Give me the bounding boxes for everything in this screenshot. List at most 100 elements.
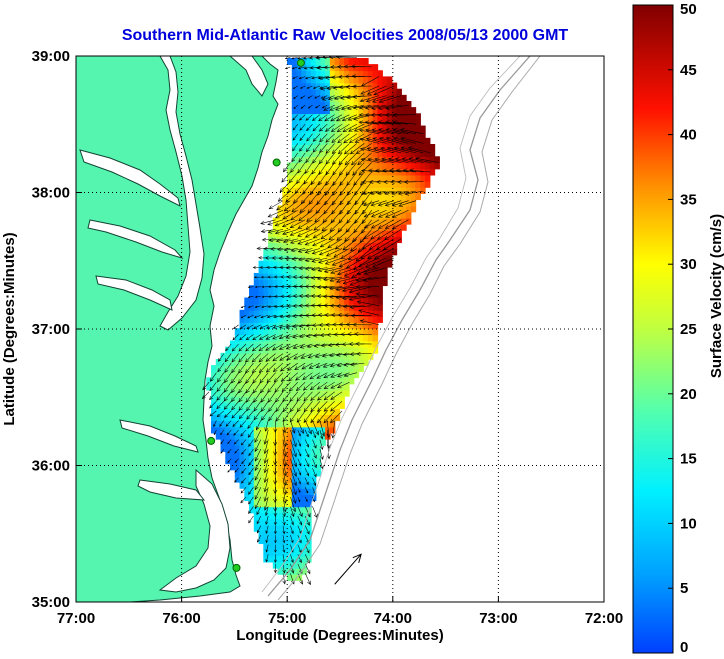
velocity-cell [339,174,345,182]
velocity-cell [277,475,284,483]
velocity-cell [296,309,303,317]
velocity-cell [244,303,250,311]
velocity-cell [253,365,260,373]
velocity-cell [310,211,317,219]
velocity-cell [234,383,241,391]
velocity-cell [287,487,293,495]
velocity-cell [268,260,274,268]
velocity-cell [320,358,326,366]
velocity-arrow [356,351,372,356]
velocity-arrow [348,123,365,132]
velocity-cell [220,395,227,403]
station-marker [207,436,216,445]
velocity-cell [301,242,307,250]
velocity-arrow [220,429,225,436]
velocity-cell [386,260,393,268]
velocity-cell [296,371,303,379]
velocity-cell [372,82,379,90]
velocity-cell [268,500,274,508]
velocity-arrow [290,563,295,574]
y-tick-label: 38:00 [32,185,70,202]
velocity-cell [310,143,317,151]
velocity-cell [225,365,231,373]
velocity-cell [386,88,393,96]
velocity-cell [263,524,269,532]
velocity-cell [329,186,336,194]
velocity-cell [310,223,317,231]
velocity-cell [263,500,269,508]
velocity-cell [310,113,317,121]
velocity-cell [268,371,274,379]
velocity-cell [291,475,298,483]
velocity-cell [315,426,322,434]
velocity-cell [334,70,341,78]
velocity-arrow [323,391,335,401]
velocity-arrow [292,114,298,121]
velocity-cell [287,162,293,170]
velocity-cell [348,193,355,201]
velocity-arrow [311,257,328,263]
velocity-arrow [263,439,269,455]
velocity-arrow [400,146,424,154]
velocity-cell [348,377,355,385]
velocity-cell [315,377,322,385]
velocity-arrow [336,229,350,241]
velocity-cell [277,487,284,495]
velocity-arrow [311,76,320,80]
velocity-cell [358,76,364,84]
velocity-cell [225,414,231,422]
velocity-cell [325,414,331,422]
velocity-cell [348,70,355,78]
velocity-arrow [305,333,320,338]
velocity-cell [291,285,298,293]
velocity-arrow [304,525,310,535]
velocity-cell [325,217,331,225]
velocity-cell [244,389,250,397]
velocity-cell [296,408,303,416]
velocity-arrow [231,343,239,352]
velocity-arrow [282,458,288,477]
velocity-cell [244,322,250,330]
velocity-arrow [355,248,372,262]
velocity-cell [339,76,345,84]
velocity-arrow [306,133,313,142]
velocity-cell [268,322,274,330]
velocity-cell [220,438,227,446]
velocity-arrow [349,305,372,310]
velocity-cell [344,211,350,219]
velocity-cell [258,272,265,280]
velocity-arrow [219,420,225,427]
velocity-cell [282,530,288,538]
velocity-cell [339,358,345,366]
velocity-arrow [307,104,313,109]
velocity-cell [263,260,269,268]
velocity-cell [263,494,269,502]
velocity-arrow [247,286,254,289]
velocity-cell [320,272,326,280]
velocity-cell [272,530,279,538]
velocity-cell [268,555,274,563]
velocity-arrow [372,95,394,103]
velocity-arrow [303,401,313,413]
velocity-cell [315,88,322,96]
velocity-arrow [265,535,269,544]
velocity-arrow [321,104,328,109]
velocity-cell [315,322,322,330]
velocity-cell [301,555,307,563]
velocity-cell [334,211,341,219]
velocity-cell [277,229,284,237]
velocity-cell [325,156,331,164]
velocity-cell [282,223,288,231]
velocity-cell [363,186,369,194]
velocity-cell [401,125,407,133]
velocity-cell [325,297,331,305]
velocity-arrow [304,515,310,526]
velocity-cell [329,328,336,336]
velocity-arrow [248,487,254,495]
velocity-cell [334,334,341,342]
velocity-arrow [298,257,313,262]
velocity-arrow [319,439,324,451]
velocity-arrow [371,128,394,135]
velocity-cell [220,420,227,428]
